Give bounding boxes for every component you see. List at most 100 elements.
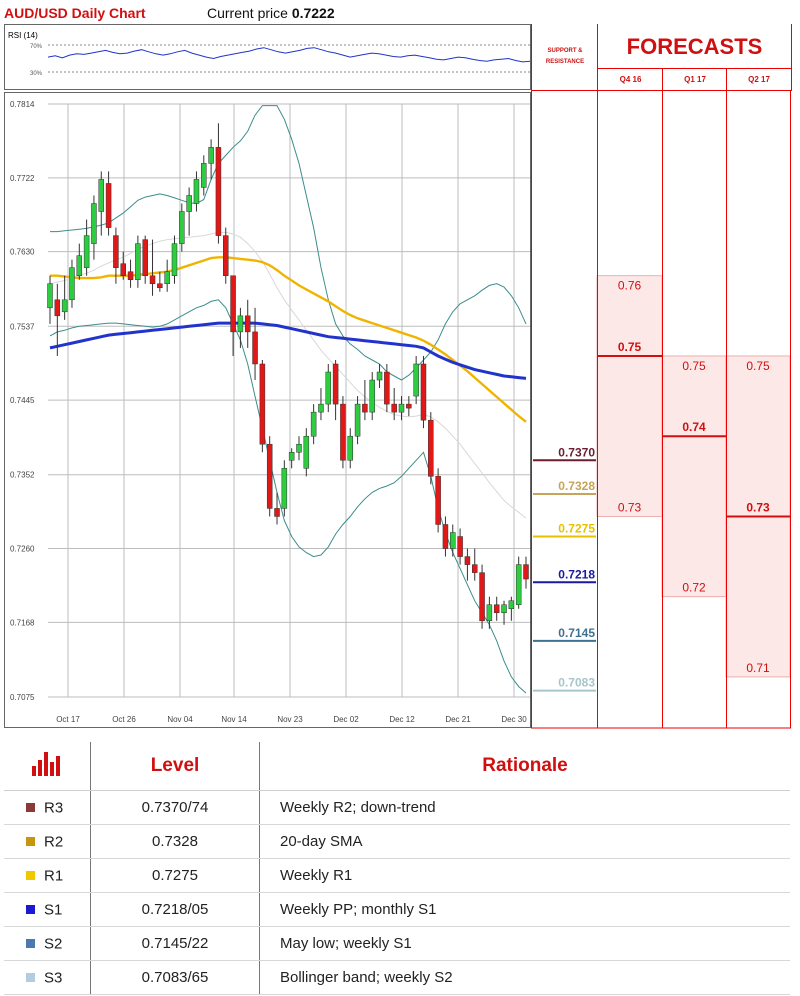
support-resistance-label: SUPPORT & RESISTANCE	[545, 48, 585, 65]
candle	[464, 548, 471, 581]
level-color-swatch	[26, 973, 35, 983]
candle-body	[61, 299, 68, 313]
candle-body	[142, 239, 148, 276]
levels-row-r3: R3 0.7370/74 Weekly R2; down-trend	[4, 790, 790, 825]
level-color-swatch	[26, 803, 35, 813]
y-tick-label: 0.7537	[10, 322, 35, 331]
x-tick-label: Dec 30	[501, 715, 527, 724]
level-value: 0.7145/22	[90, 926, 260, 961]
candle	[120, 251, 126, 280]
y-tick-label: 0.7260	[10, 545, 35, 554]
level-value: 0.7328	[90, 824, 260, 859]
candle-body	[193, 179, 200, 204]
candle	[208, 139, 214, 180]
candle-body	[354, 403, 361, 437]
rsi-panel: RSI (14) 70% 30%	[4, 24, 531, 90]
candle	[376, 363, 383, 389]
quarter-header-q4-16: Q4 16	[597, 69, 663, 91]
candle	[523, 556, 529, 589]
candle-body	[113, 235, 119, 268]
level-code-cell: S1	[4, 892, 91, 927]
forecast-high-label: 0.75	[746, 359, 770, 373]
y-tick-label: 0.7075	[10, 693, 35, 702]
support-resistance-header: SUPPORT & RESISTANCE	[531, 24, 598, 91]
candle	[164, 259, 170, 292]
candle-body	[98, 179, 105, 212]
bar-chart-icon	[32, 752, 60, 776]
candle-body	[105, 183, 112, 228]
level-color-swatch	[26, 939, 35, 949]
candle	[98, 171, 105, 236]
level-code-cell: R1	[4, 858, 91, 893]
level-value: 0.7218/05	[90, 892, 260, 927]
candle-body	[479, 572, 485, 622]
candle-body	[223, 235, 229, 276]
current-price: Current price 0.7222	[207, 5, 335, 21]
candle	[515, 556, 522, 609]
levels-row-s1: S1 0.7218/05 Weekly PP; monthly S1	[4, 892, 790, 927]
level-value: 0.7370/74	[90, 790, 260, 825]
candle-body	[127, 271, 134, 280]
forecasts-header: FORECASTS	[597, 24, 792, 69]
candle	[406, 396, 412, 417]
candle-body	[340, 403, 346, 461]
level-color-swatch	[26, 837, 35, 847]
sr-label-s1: 0.7218	[558, 567, 595, 581]
candle	[486, 596, 493, 629]
candle-body	[435, 476, 441, 525]
candle-body	[201, 163, 207, 188]
x-tick-label: Dec 02	[333, 715, 359, 724]
level-rationale: 20-day SMA	[259, 824, 790, 859]
levels-row-r2: R2 0.7328 20-day SMA	[4, 824, 790, 859]
candle	[493, 596, 500, 621]
y-tick-label: 0.7630	[10, 248, 35, 257]
candle-body	[486, 604, 493, 622]
quarter-header-q2-17: Q2 17	[726, 69, 792, 91]
candle	[230, 275, 236, 356]
candle-body	[420, 363, 427, 421]
rsi-level-70-label: 70%	[30, 44, 43, 50]
candle-body	[501, 604, 507, 613]
current-price-value: 0.7222	[291, 5, 335, 21]
candle	[171, 235, 178, 284]
candle	[501, 600, 507, 625]
candle	[237, 307, 244, 348]
levels-table-header: Level Rationale	[4, 742, 790, 791]
candle-body	[120, 263, 126, 276]
candle-body	[464, 556, 471, 565]
level-code: R2	[44, 833, 64, 851]
forecast-high-label: 0.75	[682, 359, 706, 373]
candle-body	[442, 524, 449, 549]
candle	[142, 235, 148, 284]
candle	[457, 528, 463, 565]
level-rationale: Bollinger band; weekly S2	[259, 960, 790, 995]
level-code: R1	[44, 867, 64, 885]
candle	[391, 388, 397, 421]
candle-body	[69, 267, 75, 301]
candle-body	[208, 147, 214, 164]
level-code: S2	[44, 935, 63, 953]
candle	[347, 428, 353, 469]
forecast-main-label: 0.75	[618, 340, 642, 354]
quarter-header-q1-17: Q1 17	[662, 69, 727, 91]
levels-header-rationale: Rationale	[259, 742, 790, 791]
candle	[149, 239, 156, 296]
levels-chart-icon-cell	[4, 742, 91, 791]
candle-body	[274, 508, 280, 517]
candle	[428, 412, 434, 485]
candle	[186, 187, 192, 236]
candle	[252, 307, 258, 381]
bollinger-middle-line	[49, 231, 527, 519]
level-rationale: May low; weekly S1	[259, 926, 790, 961]
candle	[310, 404, 317, 445]
levels-table: Level Rationale R3 0.7370/74 Weekly R2; do…	[4, 742, 790, 995]
rsi-level-30-label: 30%	[30, 71, 43, 77]
candle-body	[515, 564, 522, 605]
forecast-panel: 0.7370 0.7328 0.7275 0.7218 0.7145 0.7083 0.7…	[531, 91, 791, 729]
y-tick-label: 0.7814	[10, 100, 35, 109]
candle-body	[266, 443, 273, 509]
candle	[325, 363, 332, 413]
candle	[420, 355, 427, 429]
candle-body	[471, 564, 478, 573]
candle	[259, 359, 266, 453]
